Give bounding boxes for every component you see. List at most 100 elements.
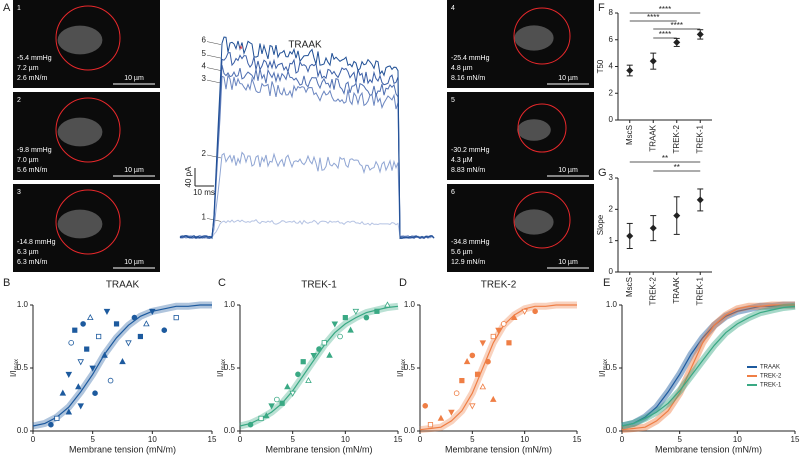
panel-label: F (598, 2, 605, 14)
point (263, 412, 270, 419)
scale-label: 10 µm (558, 75, 578, 82)
panel-label: D (399, 277, 407, 289)
star: * (239, 45, 243, 56)
point (295, 371, 301, 378)
point (427, 422, 434, 428)
x-tick-label: 0 (620, 435, 625, 444)
y-axis-label: I/Imax (216, 359, 226, 377)
fit-circle (55, 97, 121, 163)
point (84, 346, 90, 352)
point (279, 400, 285, 406)
y-tick-label: 0.5 (404, 363, 416, 372)
point (532, 308, 538, 315)
y-tick-label: 0 (609, 115, 614, 124)
point (80, 321, 86, 327)
mean-marker (649, 224, 657, 232)
category-label: MscS (625, 277, 634, 297)
current-trace (179, 219, 435, 240)
point (59, 389, 67, 396)
tension: 5.6 mN/m (17, 167, 48, 174)
fit-circle (55, 5, 121, 71)
pressure: -9.8 mmHg (17, 147, 52, 154)
panel-title: TREK-2 (481, 280, 517, 291)
point (173, 314, 179, 321)
trace-title: TRAAK (288, 40, 322, 51)
scale-x-label: 10 ms (193, 188, 215, 197)
fit-curve (419, 304, 577, 431)
point (342, 314, 348, 321)
image-number: 3 (17, 189, 21, 196)
point (326, 351, 333, 358)
radius: 6.3 µm (17, 249, 39, 256)
point (119, 358, 126, 365)
mean-marker (673, 38, 681, 46)
y-tick-label: 0.0 (17, 426, 29, 435)
point (103, 308, 111, 315)
point (77, 403, 85, 410)
y-label-sub: max (221, 359, 227, 370)
panel-label: C (218, 277, 226, 289)
significance: **** (659, 30, 671, 39)
y-tick-label: 2 (609, 88, 614, 97)
point (474, 371, 481, 377)
category-label: TREK-2 (672, 124, 681, 153)
pipette-membrane (57, 117, 103, 147)
y-axis-label: Slope (596, 214, 605, 235)
point (459, 377, 465, 384)
pressure: -25.4 mmHg (451, 55, 490, 62)
x-tick-label: 15 (791, 435, 800, 444)
point (352, 308, 360, 315)
y-axis-label: T50 (596, 59, 605, 73)
category-label: TRAAK (648, 124, 657, 151)
point (448, 409, 455, 416)
y-tick-label: 1.0 (606, 300, 618, 309)
point (72, 327, 78, 333)
trace-label: 2 (202, 149, 207, 158)
mean-marker (626, 67, 634, 75)
fit-curve (621, 304, 795, 427)
pipette-membrane (57, 209, 103, 239)
pressure: -34.8 mmHg (451, 239, 490, 246)
x-tick-label: 10 (148, 435, 157, 444)
point (247, 421, 254, 428)
current-trace (179, 36, 435, 240)
point (422, 402, 429, 409)
category-label: TREK-1 (695, 276, 704, 305)
y-label-main: I/I (9, 370, 18, 377)
tension: 8.83 mN/m (451, 167, 485, 174)
point (437, 414, 445, 421)
point (125, 340, 132, 347)
x-axis-label: Membrane tension (mN/m) (655, 444, 762, 454)
y-tick-label: 0.5 (17, 363, 29, 372)
point (101, 351, 108, 358)
panel-title: TREK-1 (301, 280, 337, 291)
category-label: MscS (625, 125, 634, 145)
mean-marker (696, 30, 704, 38)
radius: 5.6 µm (451, 249, 473, 256)
image-number: 6 (451, 189, 455, 196)
mean-marker (696, 196, 704, 204)
pipette-membrane (514, 209, 554, 235)
y-label-main: I/I (396, 370, 405, 377)
point (161, 327, 168, 334)
y-tick-label: 1.0 (17, 300, 29, 309)
scale-y-label: 40 pA (184, 166, 193, 188)
point (521, 308, 528, 315)
x-tick-label: 5 (90, 435, 95, 444)
point (48, 421, 54, 428)
radius: 7.2 µm (17, 65, 39, 72)
y-tick-label: 0.0 (404, 426, 416, 435)
y-axis-label: I/Imax (396, 359, 406, 377)
fit-band (239, 302, 399, 430)
point (331, 321, 339, 328)
y-tick-label: 8 (609, 8, 614, 17)
trace-leader (206, 67, 222, 71)
x-tick-label: 15 (394, 435, 403, 444)
point (289, 390, 296, 397)
trace-label: 5 (202, 49, 207, 58)
x-tick-label: 5 (470, 435, 475, 444)
radius: 4.3 µM (451, 157, 473, 164)
significance: ** (662, 154, 668, 163)
current-trace (179, 52, 435, 240)
